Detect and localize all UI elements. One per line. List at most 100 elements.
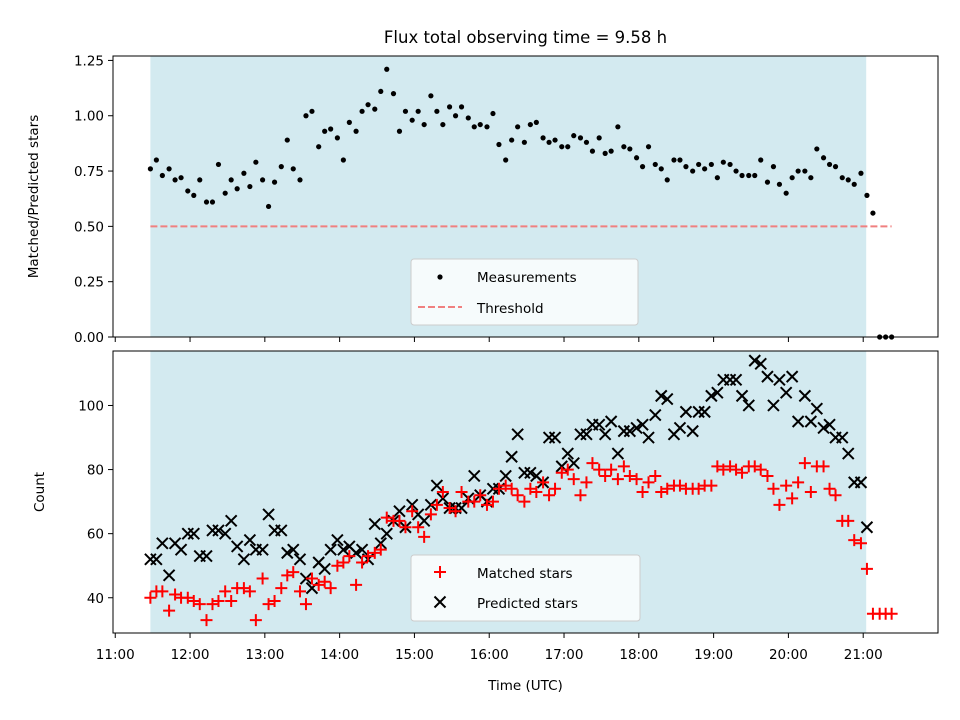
- predicted-star-point: [156, 537, 169, 550]
- predicted-star-point: [580, 428, 593, 441]
- x-tick-label: 19:00: [694, 647, 733, 663]
- y-tick-label: 40: [87, 591, 104, 607]
- legend-marker-predicted: [433, 595, 447, 609]
- predicted-star-point: [655, 389, 668, 403]
- ratio-x-ticks: [114, 337, 864, 342]
- matched-star-point: [412, 521, 425, 534]
- y-tick-label: 0.50: [74, 219, 104, 235]
- y-tick-label: 100: [78, 398, 104, 414]
- predicted-star-point: [761, 370, 774, 383]
- matched-star-point: [804, 486, 817, 498]
- matched-star-point: [530, 486, 543, 498]
- matched-star-point: [642, 476, 655, 489]
- measurement-point: [615, 124, 621, 130]
- measurement-point: [153, 157, 159, 163]
- predicted-star-point: [711, 386, 724, 399]
- matched-stars-points: [144, 457, 898, 627]
- matched-star-point: [492, 482, 505, 495]
- measurement-point: [639, 164, 646, 170]
- measurement-point: [477, 121, 483, 128]
- measurement-point: [733, 168, 739, 174]
- matched-star-point: [193, 598, 206, 611]
- ratio-y-ticks: 0.00 0.25 0.50 0.75 1.00 1.25: [74, 53, 113, 346]
- measurement-point: [652, 161, 658, 168]
- measurement-point: [702, 166, 708, 172]
- measurement-point: [720, 159, 726, 165]
- measurement-point: [540, 135, 546, 141]
- matched-star-point: [780, 479, 793, 492]
- predicted-star-point: [281, 546, 294, 560]
- measurement-point: [565, 144, 571, 150]
- predicted-star-point: [649, 408, 662, 422]
- matched-star-point: [243, 585, 256, 598]
- predicted-star-point: [287, 543, 300, 556]
- predicted-star-point: [698, 405, 711, 419]
- predicted-star-point: [468, 469, 481, 483]
- measurement-point: [340, 157, 346, 163]
- predicted-stars-points: [144, 354, 874, 595]
- matched-star-point: [661, 482, 674, 495]
- measurement-point: [577, 135, 584, 141]
- measurement-point: [627, 146, 633, 152]
- measurement-point: [677, 157, 683, 163]
- predicted-star-point: [567, 456, 580, 470]
- measurement-point: [820, 155, 827, 161]
- predicted-star-point: [817, 421, 830, 435]
- predicted-star-point: [842, 447, 855, 460]
- measurement-point: [515, 124, 521, 130]
- x-tick-label: 13:00: [245, 647, 284, 663]
- counts-y-ticks: 40 60 80 100: [78, 398, 113, 607]
- measurement-point: [814, 146, 820, 152]
- matched-star-point: [350, 578, 363, 591]
- matched-star-point: [593, 463, 606, 476]
- measurement-point: [802, 168, 808, 174]
- measurement-point: [589, 148, 596, 154]
- matched-star-point: [736, 466, 749, 479]
- counts-legend-box: [410, 554, 641, 622]
- measurement-point: [839, 175, 845, 181]
- measurement-point: [222, 190, 228, 196]
- predicted-star-point: [380, 527, 393, 540]
- measurement-point: [690, 168, 696, 174]
- legend-marker-matched: [434, 566, 446, 578]
- matched-star-point: [511, 489, 524, 502]
- predicted-star-point: [598, 428, 612, 441]
- matched-star-point: [256, 572, 269, 585]
- matched-star-point: [343, 550, 356, 563]
- measurement-point: [746, 172, 752, 179]
- matched-star-point: [773, 498, 786, 511]
- matched-star-point: [305, 572, 318, 585]
- measurement-point: [795, 168, 801, 174]
- matched-star-point: [611, 473, 624, 486]
- measurement-point: [284, 137, 290, 143]
- matched-star-point: [860, 562, 873, 575]
- matched-star-point: [380, 511, 393, 524]
- matched-star-point: [767, 482, 780, 495]
- measurement-point: [359, 108, 365, 114]
- predicted-star-point: [275, 524, 288, 537]
- predicted-star-point: [293, 553, 307, 566]
- predicted-star-point: [430, 479, 444, 492]
- y-tick-label: 1.00: [74, 109, 104, 125]
- measurement-point: [484, 124, 490, 130]
- measurement-point: [458, 104, 465, 110]
- x-tick-label: 17:00: [545, 647, 584, 663]
- x-tick-label: 21:00: [844, 647, 883, 663]
- matched-star-point: [144, 591, 157, 604]
- matched-star-point: [430, 498, 443, 511]
- predicted-star-point: [505, 450, 518, 463]
- measurement-point: [421, 121, 427, 128]
- predicted-star-point: [230, 540, 244, 553]
- predicted-star-point: [318, 562, 331, 576]
- matched-star-point: [393, 514, 406, 527]
- matched-star-point: [717, 463, 730, 476]
- matched-star-point: [605, 463, 618, 476]
- matched-star-point: [156, 585, 169, 598]
- matched-star-point: [842, 514, 855, 527]
- matched-star-point: [537, 476, 550, 489]
- measurement-point: [658, 166, 664, 172]
- measurement-point: [851, 181, 857, 187]
- measurement-point: [316, 144, 322, 150]
- x-tick-label: 20:00: [769, 647, 808, 663]
- measurement-point: [322, 128, 328, 134]
